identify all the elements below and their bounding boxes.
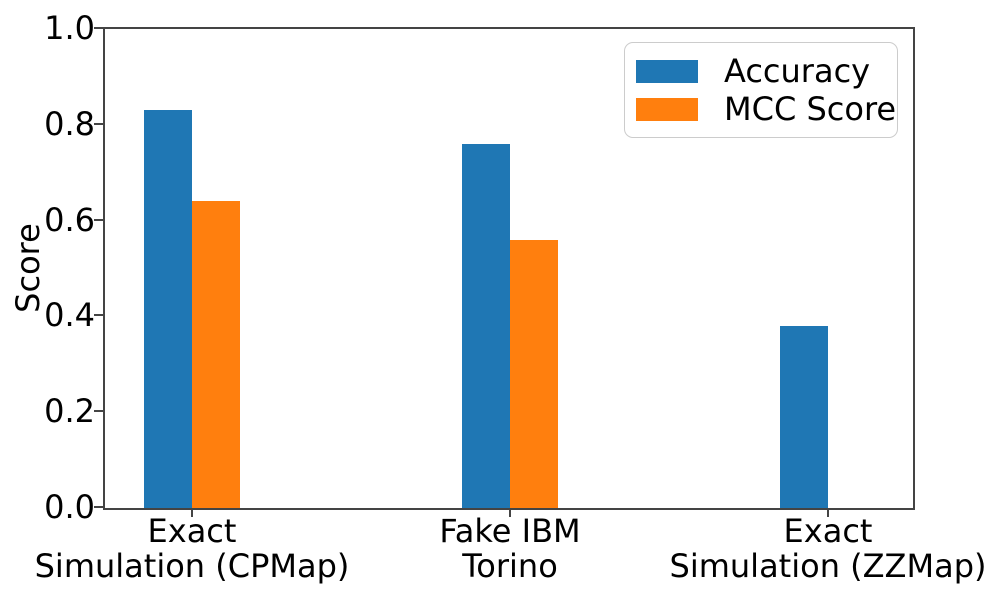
x-tick-label-line: Exact bbox=[783, 512, 873, 550]
legend: Accuracy MCC Score bbox=[624, 42, 898, 138]
legend-swatch-accuracy bbox=[636, 59, 698, 83]
x-tick-label-line: Simulation (CPMap) bbox=[34, 547, 350, 586]
bar-accuracy-fake-ibm-torino bbox=[462, 144, 510, 508]
y-tick-mark-0.4 bbox=[94, 314, 103, 317]
legend-label-accuracy: Accuracy bbox=[724, 52, 871, 90]
y-tick-label-0.8: 0.8 bbox=[44, 104, 95, 143]
y-tick-mark-0.0 bbox=[94, 506, 103, 508]
y-tick-mark-1.0 bbox=[94, 27, 103, 29]
x-tick-mark-exact-simulation-cpmap bbox=[191, 508, 193, 517]
legend-entry-mcc-score: MCC Score bbox=[636, 90, 896, 128]
y-tick-label-0.6: 0.6 bbox=[44, 200, 95, 239]
x-tick-label-line: Torino bbox=[462, 547, 558, 586]
y-tick-label-0.2: 0.2 bbox=[44, 392, 95, 431]
legend-entry-accuracy: Accuracy bbox=[636, 52, 883, 90]
y-tick-mark-0.6 bbox=[94, 218, 103, 221]
bar-accuracy-exact-simulation-cpmap bbox=[144, 110, 192, 508]
x-tick-label-fake-ibm-torino: Fake IBM Torino bbox=[439, 512, 581, 586]
x-tick-mark-fake-ibm-torino bbox=[509, 508, 511, 517]
legend-label-mcc-score: MCC Score bbox=[724, 90, 897, 128]
x-tick-label-exact-simulation-zzmap: Exact Simulation (ZZMap) bbox=[669, 512, 987, 586]
y-tick-mark-0.2 bbox=[94, 410, 103, 413]
y-tick-mark-0.8 bbox=[94, 122, 103, 125]
x-tick-mark-exact-simulation-zzmap bbox=[827, 508, 829, 517]
x-tick-label-line: Exact bbox=[147, 512, 237, 550]
bar-accuracy-exact-simulation-zzmap bbox=[780, 326, 828, 508]
x-tick-label-exact-simulation-cpmap: Exact Simulation (CPMap) bbox=[34, 512, 350, 586]
plot-area: Accuracy MCC Score bbox=[103, 27, 915, 510]
x-tick-label-line: Fake IBM bbox=[439, 512, 581, 550]
legend-swatch-mcc-score bbox=[636, 97, 698, 121]
y-tick-label-1.0: 1.0 bbox=[44, 9, 95, 47]
y-tick-label-0.0: 0.0 bbox=[44, 488, 95, 526]
x-tick-label-line: Simulation (ZZMap) bbox=[669, 547, 987, 586]
bar-mcc-score-fake-ibm-torino bbox=[510, 240, 558, 508]
bar-mcc-score-exact-simulation-cpmap bbox=[192, 201, 240, 508]
y-tick-label-0.4: 0.4 bbox=[44, 296, 95, 335]
